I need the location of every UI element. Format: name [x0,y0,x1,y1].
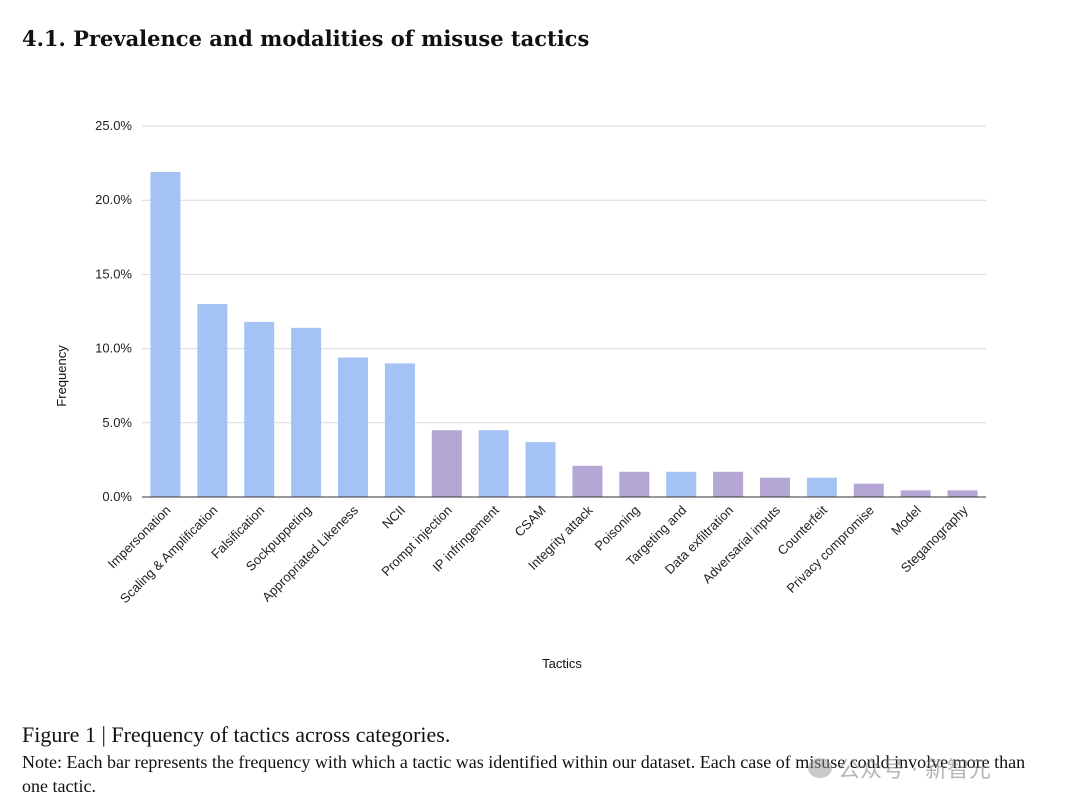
bar [197,304,228,497]
bar [900,490,931,497]
bar [806,477,837,497]
bar [150,172,181,497]
y-axis-label: Frequency [54,345,69,407]
wechat-icon [808,758,832,778]
figure-note: Note: Each bar represents the frequency … [22,752,1026,796]
y-tick-label: 15.0% [95,266,132,281]
bars [150,172,978,497]
y-tick-label: 10.0% [95,341,132,356]
bar [338,357,368,497]
bar [853,483,884,497]
figure-caption: Figure 1 | Frequency of tactics across c… [22,722,451,747]
x-tick-label: CSAM [512,503,549,540]
watermark: 公众号 · 新智元 [808,752,991,784]
watermark-text: 公众号 · 新智元 [838,758,991,783]
bar [384,363,415,497]
x-tick-label: Model [888,502,924,538]
x-tick-label: Appropriated Likeness [259,502,361,604]
section-title: 4.1. Prevalence and modalities of misuse… [22,26,590,51]
bar [478,430,509,497]
bar [291,327,322,497]
bar [760,477,790,497]
y-tick-label: 0.0% [102,489,132,504]
bar [713,471,744,497]
bar [525,442,556,497]
y-tick-label: 20.0% [95,192,132,207]
y-tick-label: 5.0% [102,415,132,430]
bar [619,471,650,497]
gridlines [142,125,986,424]
bar [431,430,462,497]
x-tick-label: Scaling & Amplification [117,503,221,607]
x-tick-label: Privacy compromise [784,503,877,596]
y-axis-ticks: 0.0% 5.0% 10.0% 15.0% 20.0% 25.0% [95,118,132,504]
bar [244,321,275,497]
bar [666,471,697,497]
bar [572,465,603,497]
x-axis-label: Tactics [542,656,582,671]
x-tick-label: NCII [379,503,408,532]
bar-chart: 0.0% 5.0% 10.0% 15.0% 20.0% 25.0% Impersonati… [54,118,986,671]
bar [947,490,978,497]
y-tick-label: 25.0% [95,118,132,133]
